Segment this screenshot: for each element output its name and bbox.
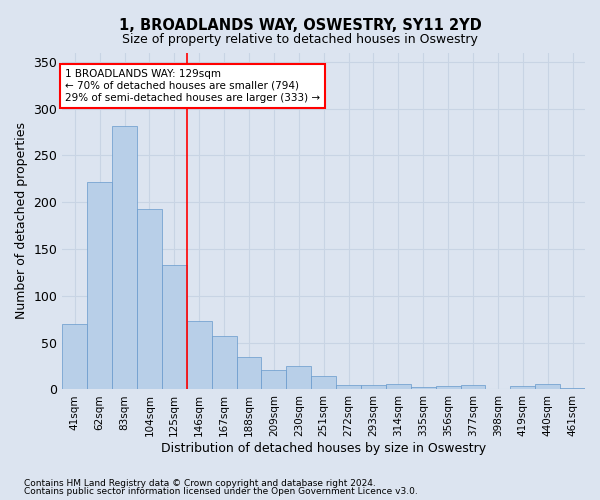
- Bar: [386, 384, 411, 390]
- Bar: [212, 336, 236, 390]
- Y-axis label: Number of detached properties: Number of detached properties: [15, 122, 28, 320]
- Text: Size of property relative to detached houses in Oswestry: Size of property relative to detached ho…: [122, 32, 478, 46]
- Bar: [311, 376, 336, 390]
- Bar: [560, 388, 585, 390]
- Bar: [336, 385, 361, 390]
- Bar: [411, 386, 436, 390]
- Bar: [62, 324, 87, 390]
- Text: 1, BROADLANDS WAY, OSWESTRY, SY11 2YD: 1, BROADLANDS WAY, OSWESTRY, SY11 2YD: [119, 18, 481, 32]
- Text: 1 BROADLANDS WAY: 129sqm
← 70% of detached houses are smaller (794)
29% of semi-: 1 BROADLANDS WAY: 129sqm ← 70% of detach…: [65, 70, 320, 102]
- Bar: [137, 209, 162, 390]
- Bar: [286, 366, 311, 390]
- Bar: [236, 356, 262, 390]
- Text: Contains HM Land Registry data © Crown copyright and database right 2024.: Contains HM Land Registry data © Crown c…: [24, 478, 376, 488]
- Text: Contains public sector information licensed under the Open Government Licence v3: Contains public sector information licen…: [24, 487, 418, 496]
- Bar: [112, 126, 137, 390]
- Bar: [461, 385, 485, 390]
- Bar: [187, 321, 212, 390]
- Bar: [162, 265, 187, 390]
- X-axis label: Distribution of detached houses by size in Oswestry: Distribution of detached houses by size …: [161, 442, 486, 455]
- Bar: [262, 370, 286, 390]
- Bar: [361, 385, 386, 390]
- Bar: [535, 384, 560, 390]
- Bar: [511, 386, 535, 390]
- Bar: [87, 182, 112, 390]
- Bar: [436, 386, 461, 390]
